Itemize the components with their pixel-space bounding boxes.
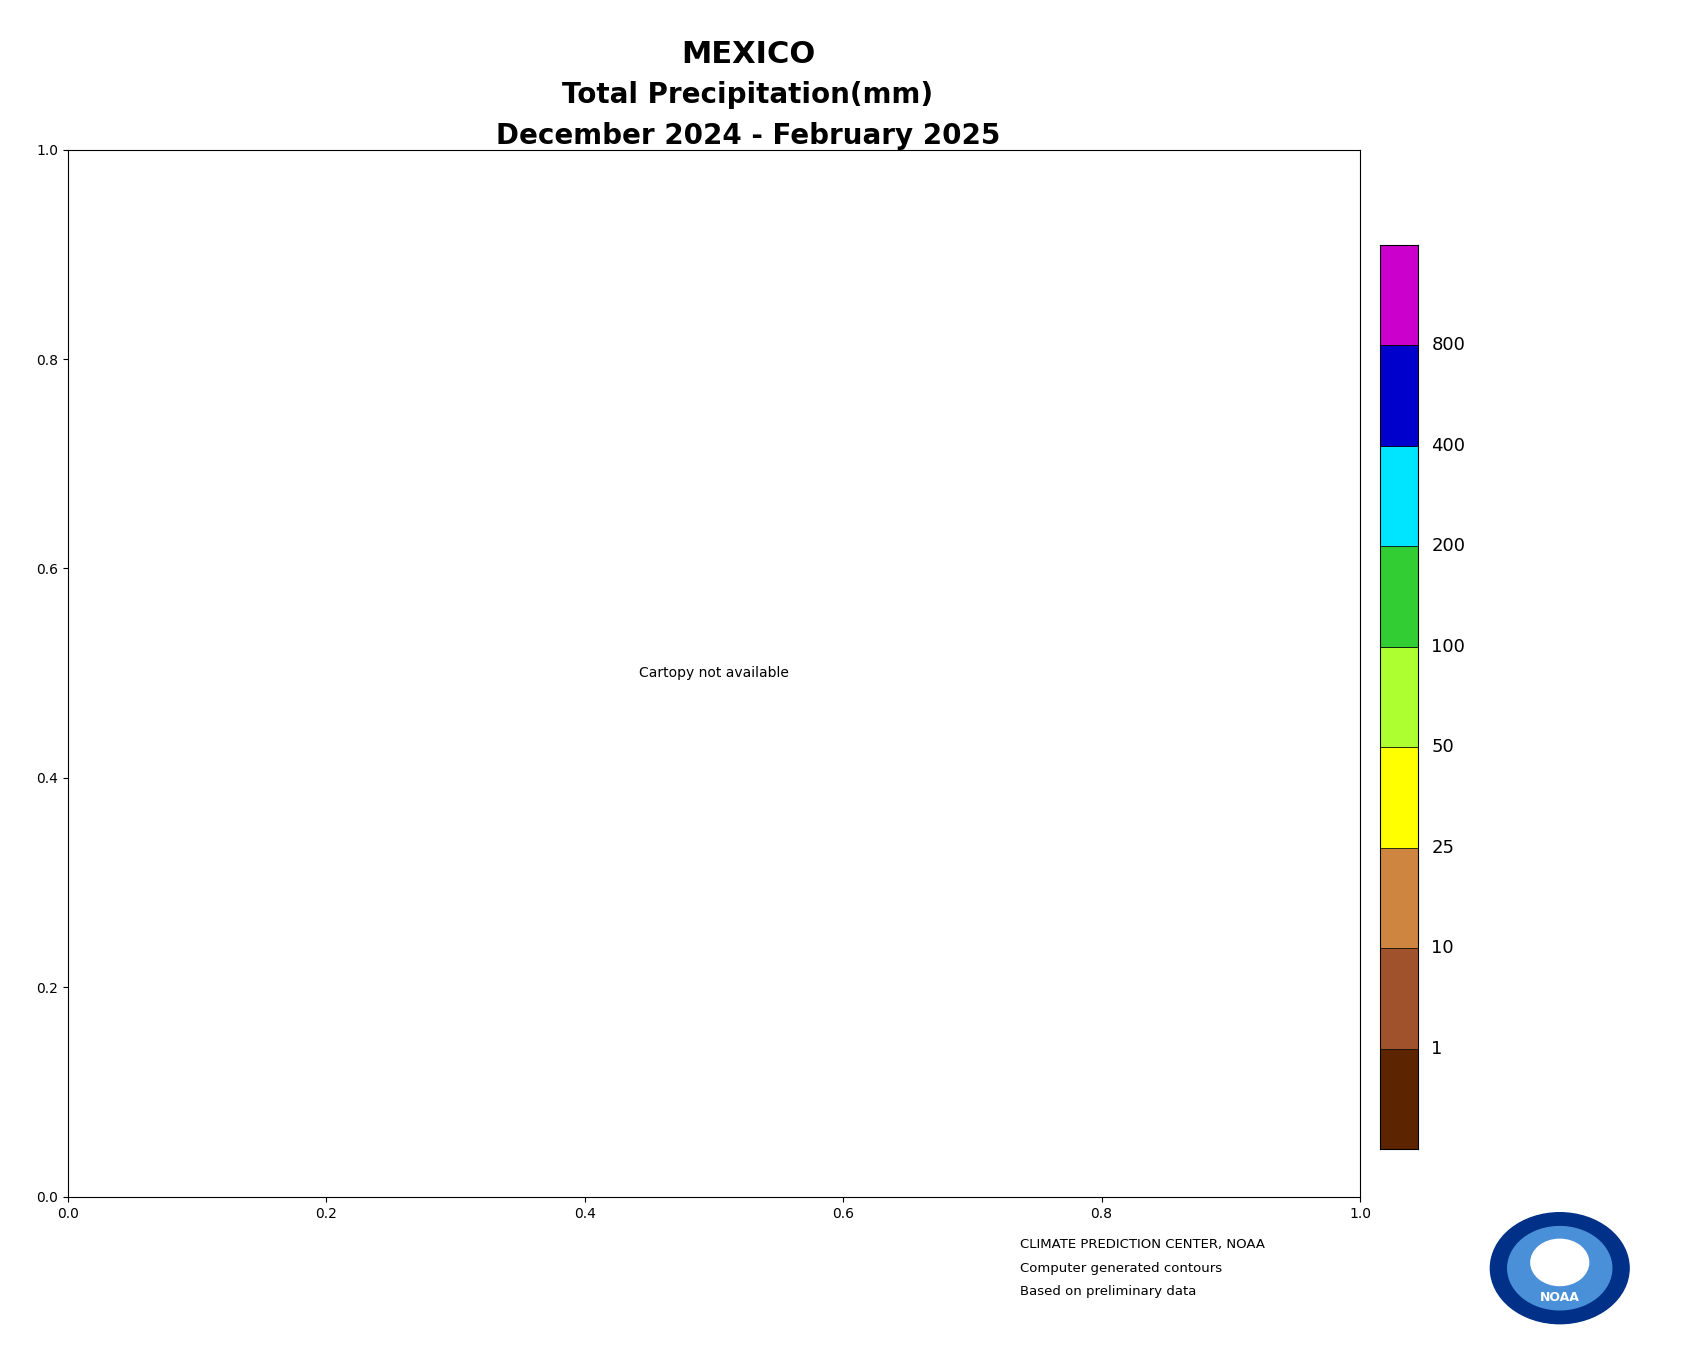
Circle shape <box>1508 1227 1612 1310</box>
Text: CLIMATE PREDICTION CENTER, NOAA: CLIMATE PREDICTION CENTER, NOAA <box>1020 1238 1265 1251</box>
Circle shape <box>1491 1213 1629 1323</box>
Bar <box>1380 547 1418 647</box>
Bar <box>1380 847 1418 948</box>
Bar <box>1380 446 1418 547</box>
Text: 200: 200 <box>1431 537 1465 555</box>
Text: MEXICO: MEXICO <box>682 39 814 69</box>
Text: 50: 50 <box>1431 738 1453 756</box>
Text: NOAA: NOAA <box>1540 1291 1579 1304</box>
Bar <box>1380 1049 1418 1149</box>
Text: 1: 1 <box>1431 1039 1443 1058</box>
Text: 10: 10 <box>1431 940 1453 957</box>
Bar <box>1380 345 1418 446</box>
Text: Computer generated contours: Computer generated contours <box>1020 1262 1222 1276</box>
Bar <box>1380 647 1418 747</box>
Text: 800: 800 <box>1431 336 1465 355</box>
Text: 25: 25 <box>1431 839 1455 857</box>
Text: December 2024 - February 2025: December 2024 - February 2025 <box>496 122 1000 150</box>
Text: 400: 400 <box>1431 437 1465 454</box>
Text: 100: 100 <box>1431 638 1465 656</box>
Bar <box>1380 948 1418 1049</box>
Text: Total Precipitation(mm): Total Precipitation(mm) <box>563 82 933 109</box>
Text: Based on preliminary data: Based on preliminary data <box>1020 1285 1197 1299</box>
Circle shape <box>1530 1239 1588 1285</box>
Bar <box>1380 245 1418 345</box>
Bar <box>1380 747 1418 847</box>
Text: Cartopy not available: Cartopy not available <box>639 666 789 680</box>
